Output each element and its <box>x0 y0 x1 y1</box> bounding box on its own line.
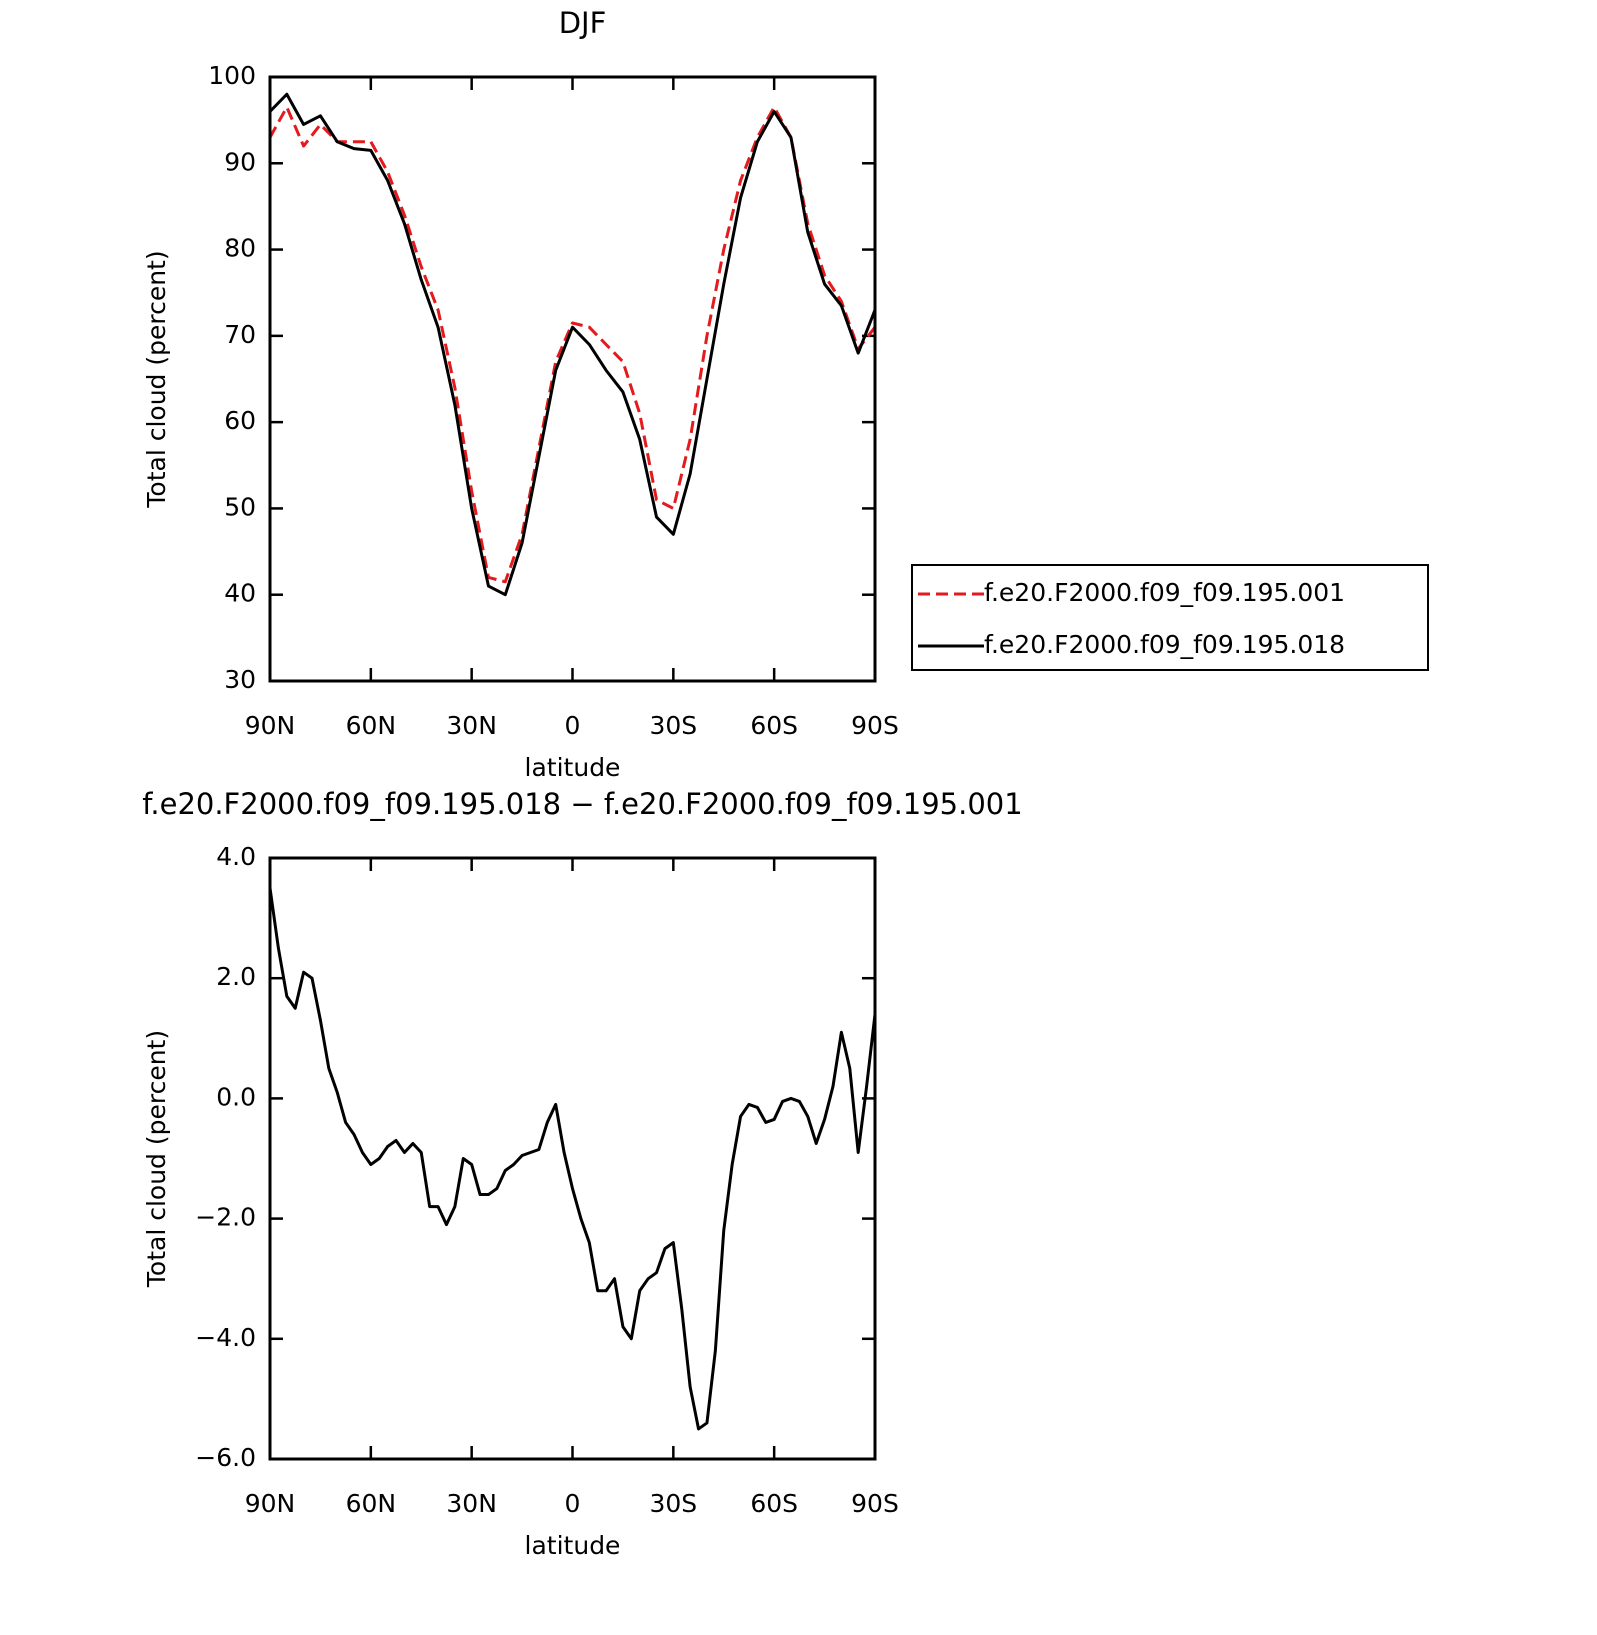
x-tick-label: 90N <box>245 711 296 740</box>
x-tick-label: 30S <box>649 711 697 740</box>
y-axis-label: Total cloud (percent) <box>142 250 171 508</box>
x-axis-label: latitude <box>525 753 621 782</box>
x-tick-label: 30S <box>649 1489 697 1518</box>
y-tick-label: 30 <box>224 665 256 694</box>
y-tick-label: 60 <box>224 406 256 435</box>
y-tick-label: −2.0 <box>195 1203 256 1232</box>
x-tick-label: 90S <box>851 711 899 740</box>
chart-title: DJF <box>559 6 607 40</box>
y-tick-label: −6.0 <box>195 1443 256 1472</box>
data-line <box>268 887 877 1431</box>
y-tick-label: −4.0 <box>195 1323 256 1352</box>
plot-frame <box>268 75 877 683</box>
y-tick-label: 50 <box>224 492 256 521</box>
y-tick-label: 40 <box>224 579 256 608</box>
data-line <box>268 105 877 584</box>
x-axis-label: latitude <box>525 1531 621 1560</box>
x-tick-label: 0 <box>565 711 581 740</box>
y-tick-label: 2.0 <box>216 962 256 991</box>
x-tick-label: 30N <box>446 1489 497 1518</box>
plot-frame <box>268 856 877 1461</box>
data-line <box>268 92 877 597</box>
legend-label: f.e20.F2000.f09_f09.195.001 <box>984 578 1345 607</box>
y-tick-label: 80 <box>224 234 256 263</box>
y-tick-label: 90 <box>224 147 256 176</box>
legend-label: f.e20.F2000.f09_f09.195.018 <box>984 630 1345 659</box>
x-tick-label: 90S <box>851 1489 899 1518</box>
legend-box <box>911 564 1429 671</box>
x-tick-label: 60N <box>346 1489 397 1518</box>
y-axis-label: Total cloud (percent) <box>142 1030 171 1288</box>
y-tick-label: 0.0 <box>216 1082 256 1111</box>
y-tick-label: 100 <box>208 61 256 90</box>
x-tick-label: 90N <box>245 1489 296 1518</box>
x-tick-label: 0 <box>565 1489 581 1518</box>
x-tick-label: 60S <box>750 1489 798 1518</box>
chart-title: f.e20.F2000.f09_f09.195.018 − f.e20.F200… <box>142 787 1022 821</box>
x-tick-label: 30N <box>446 711 497 740</box>
x-tick-label: 60S <box>750 711 798 740</box>
y-tick-label: 4.0 <box>216 842 256 871</box>
y-tick-label: 70 <box>224 320 256 349</box>
x-tick-label: 60N <box>346 711 397 740</box>
